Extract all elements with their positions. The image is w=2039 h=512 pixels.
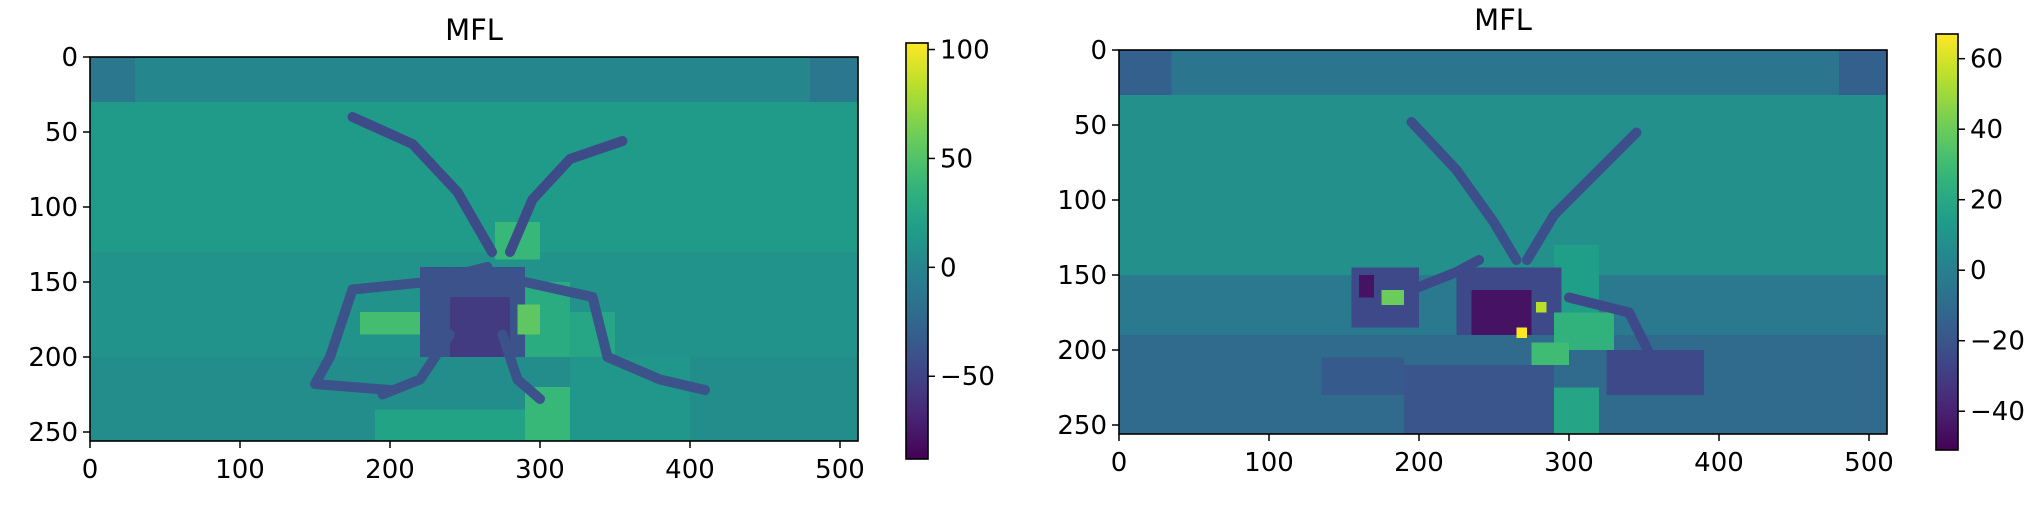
heatmap-feature-stroke bbox=[310, 262, 493, 395]
x-tick-label: 300 bbox=[515, 455, 565, 485]
chart-1-title: MFL bbox=[445, 13, 503, 47]
heatmap-feature-stroke bbox=[1522, 127, 1642, 265]
chart-2-colorbar-gradient bbox=[1935, 33, 1959, 451]
colorbar-tick-label: 0 bbox=[940, 253, 957, 283]
x-tick-label: 400 bbox=[665, 455, 715, 485]
heatmap-feature-stroke bbox=[505, 136, 628, 257]
colorbar-tick-label: −50 bbox=[940, 362, 995, 392]
x-tick-label: 500 bbox=[1844, 448, 1894, 478]
heatmap-feature-stroke bbox=[1414, 255, 1484, 292]
x-tick-label: 300 bbox=[1544, 448, 1594, 478]
x-tick-label: 0 bbox=[82, 455, 99, 485]
heatmap-cell bbox=[90, 57, 858, 102]
y-tick-label: 50 bbox=[1074, 111, 1107, 141]
heatmap-cell bbox=[1119, 50, 1172, 95]
heatmap-cell bbox=[90, 57, 135, 102]
colorbar-tick-label: 100 bbox=[940, 36, 990, 66]
y-tick-label: 200 bbox=[28, 343, 78, 373]
x-tick-label: 200 bbox=[365, 455, 415, 485]
heatmap-cell bbox=[1359, 275, 1374, 298]
y-tick-label: 200 bbox=[1057, 336, 1107, 366]
y-tick-label: 250 bbox=[28, 418, 78, 448]
y-tick-label: 100 bbox=[1057, 186, 1107, 216]
chart-2-colorbar-ticks: 60 40 20 0 −20 −40 bbox=[1958, 45, 2025, 427]
heatmap-cell bbox=[1516, 327, 1527, 338]
heatmap-cell bbox=[450, 297, 510, 357]
x-tick-label: 500 bbox=[815, 455, 865, 485]
y-tick-label: 50 bbox=[45, 118, 78, 148]
chart-1-plot-frame bbox=[89, 56, 859, 442]
heatmap-cell bbox=[810, 57, 858, 102]
chart-1-axes: 0 100 200 300 400 500 0 50 100 150 200 250 bbox=[28, 43, 864, 485]
colorbar-tick-label: 40 bbox=[1970, 115, 2003, 145]
chart-1-colorbar-gradient bbox=[905, 42, 929, 460]
chart-2-axes: 0 100 200 300 400 500 0 50 100 150 200 250 bbox=[1057, 36, 1893, 478]
x-tick-label: 200 bbox=[1394, 448, 1444, 478]
heatmap-cell bbox=[1119, 50, 1887, 95]
heatmap-cell bbox=[1404, 365, 1554, 434]
heatmap-feature-stroke bbox=[1406, 117, 1522, 265]
chart-2-plot-area bbox=[1119, 50, 1887, 434]
x-tick-label: 400 bbox=[1694, 448, 1744, 478]
y-tick-label: 150 bbox=[1057, 261, 1107, 291]
chart-2-title: MFL bbox=[1474, 3, 1532, 37]
chart-2-heatmap bbox=[1119, 50, 1887, 434]
heatmap-cell bbox=[1536, 302, 1547, 313]
x-tick-label: 100 bbox=[1244, 448, 1294, 478]
heatmap-cell bbox=[1839, 50, 1887, 95]
heatmap-cell bbox=[1554, 387, 1599, 434]
y-tick-label: 0 bbox=[1090, 36, 1107, 66]
x-tick-label: 0 bbox=[1111, 448, 1128, 478]
y-tick-label: 250 bbox=[1057, 411, 1107, 441]
colorbar-tick-label: 60 bbox=[1970, 45, 2003, 75]
heatmap-feature-stroke bbox=[377, 329, 455, 400]
colorbar-tick-label: 20 bbox=[1970, 186, 2003, 216]
heatmap-cell bbox=[360, 312, 420, 335]
heatmap-cell bbox=[1321, 357, 1404, 395]
heatmap-feature-stroke bbox=[1564, 292, 1702, 385]
chart-1-colorbar-ticks: 100 50 0 −50 bbox=[928, 36, 995, 392]
heatmap-cell bbox=[375, 409, 525, 441]
chart-1-plot-area bbox=[90, 57, 858, 441]
heatmap-feature-stroke bbox=[497, 329, 545, 404]
heatmap-feature-stroke bbox=[347, 112, 497, 257]
chart-1-colorbar: 100 50 0 −50 bbox=[905, 36, 995, 460]
colorbar-tick-label: −40 bbox=[1970, 397, 2025, 427]
chart-2-colorbar: 60 40 20 0 −20 −40 bbox=[1935, 33, 2025, 451]
heatmap-feature-stroke bbox=[520, 277, 710, 395]
chart-2-plot-frame bbox=[1118, 49, 1888, 435]
y-tick-label: 100 bbox=[28, 193, 78, 223]
y-tick-label: 150 bbox=[28, 268, 78, 298]
x-tick-label: 100 bbox=[215, 455, 265, 485]
heatmap-cell bbox=[1531, 342, 1569, 365]
colorbar-tick-label: 50 bbox=[940, 144, 973, 174]
colorbar-tick-label: 0 bbox=[1970, 256, 1987, 286]
heatmap-cell bbox=[517, 304, 540, 335]
colorbar-tick-label: −20 bbox=[1970, 327, 2025, 357]
heatmap-cell bbox=[1381, 290, 1404, 305]
y-tick-label: 0 bbox=[61, 43, 78, 73]
chart-1-heatmap bbox=[90, 57, 858, 441]
